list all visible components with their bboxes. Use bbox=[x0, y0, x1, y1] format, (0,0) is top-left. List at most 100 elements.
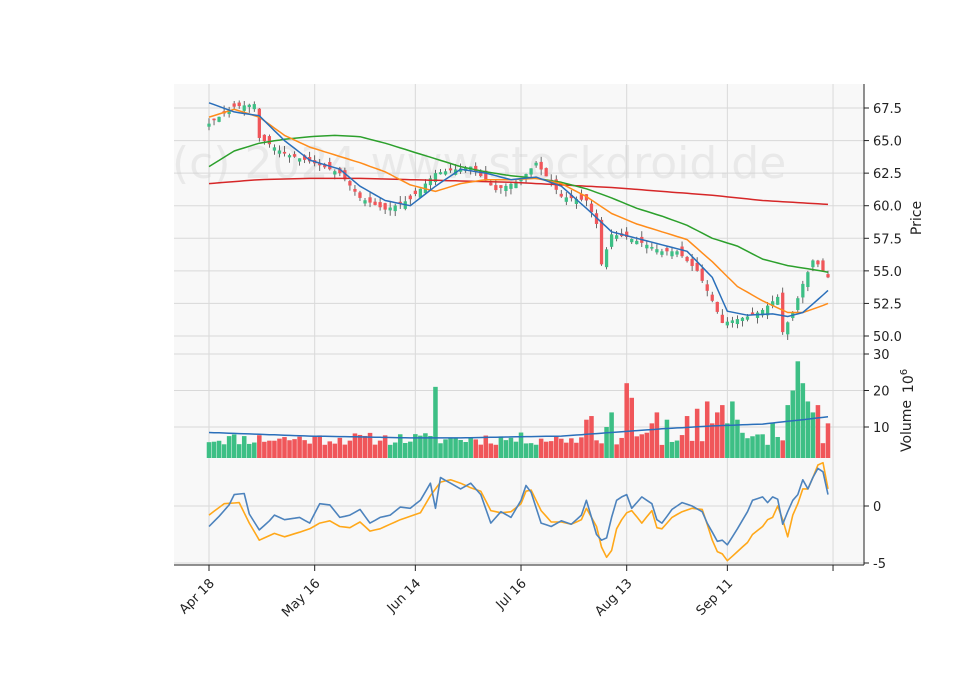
volume-bar-up bbox=[216, 440, 222, 458]
volume-bar-up bbox=[468, 437, 473, 458]
candle-up bbox=[740, 317, 745, 322]
candle-down bbox=[720, 314, 724, 323]
volume-bar-up bbox=[513, 441, 519, 458]
x-tick-label: Jul 16 bbox=[493, 576, 530, 613]
volume-bar-up bbox=[241, 436, 247, 458]
candle-down bbox=[821, 260, 825, 271]
volume-bar-down bbox=[332, 443, 338, 458]
candle-down bbox=[715, 301, 719, 312]
volume-bar-up bbox=[609, 412, 614, 458]
candle-up bbox=[464, 167, 468, 171]
price-tick-label: 50.0 bbox=[873, 330, 902, 345]
volume-axis-label: Volume bbox=[899, 400, 915, 452]
volume-bar-down bbox=[372, 444, 378, 458]
volume-bar-down bbox=[362, 435, 368, 458]
price-ma-fast-line bbox=[208, 102, 829, 318]
candle-up bbox=[393, 205, 397, 212]
candle-up bbox=[207, 123, 211, 127]
candle-up bbox=[806, 272, 810, 288]
volume-bar-down bbox=[624, 383, 629, 458]
candle-down bbox=[267, 136, 272, 145]
candle-up bbox=[443, 171, 448, 175]
candle-down bbox=[358, 192, 362, 198]
volume-bar-down bbox=[352, 433, 358, 458]
volume-bar-down bbox=[292, 439, 297, 458]
candle-down bbox=[625, 231, 629, 237]
candle-down bbox=[705, 284, 709, 291]
indicator-lines bbox=[208, 102, 829, 562]
volume-bar-up bbox=[246, 443, 252, 458]
volume-tick-label: 20 bbox=[873, 385, 890, 400]
volume-bar-down bbox=[493, 444, 499, 458]
volume-bar-down bbox=[704, 401, 710, 458]
volume-tick-label: 30 bbox=[873, 348, 890, 363]
indicator-tick-label: 0 bbox=[873, 500, 881, 515]
candle-up bbox=[604, 249, 609, 268]
candle-up bbox=[574, 198, 579, 204]
volume-bar-down bbox=[709, 423, 715, 458]
volume-bar-down bbox=[272, 440, 277, 458]
candle-down bbox=[237, 102, 241, 107]
grid-lines bbox=[174, 84, 864, 565]
candle-up bbox=[655, 249, 659, 253]
candle-down bbox=[665, 248, 669, 252]
indicator-tick-label: -5 bbox=[873, 557, 886, 572]
candle-up bbox=[418, 188, 423, 198]
volume-bar-down bbox=[684, 416, 690, 458]
candle-up bbox=[786, 322, 790, 335]
volume-bar-down bbox=[619, 437, 624, 458]
candle-down bbox=[373, 201, 377, 205]
volume-bar-down bbox=[689, 440, 695, 458]
candle-down bbox=[323, 164, 327, 168]
candle-down bbox=[448, 168, 453, 171]
candle-up bbox=[609, 234, 614, 247]
candle-up bbox=[765, 305, 770, 316]
volume-bar-up bbox=[443, 439, 448, 458]
volume-axis-multiplier: 106 bbox=[899, 369, 917, 393]
volume-bar-up bbox=[750, 436, 755, 458]
volume-bar-down bbox=[614, 444, 619, 458]
volume-bar-up bbox=[669, 441, 675, 458]
candle-down bbox=[338, 168, 342, 174]
volume-bar-up bbox=[805, 401, 811, 458]
volume-bar-up bbox=[725, 423, 730, 458]
candle-down bbox=[750, 312, 755, 316]
volume-bar-up bbox=[231, 434, 237, 458]
volume-bar-up bbox=[745, 438, 750, 458]
volume-bar-down bbox=[262, 441, 267, 458]
volume-bar-down bbox=[574, 442, 579, 458]
volume-bar-down bbox=[543, 441, 549, 458]
volume-bar-down bbox=[267, 440, 272, 458]
candle-up bbox=[650, 246, 654, 249]
volume-bar-up bbox=[428, 435, 433, 458]
volume-bar-down bbox=[342, 444, 348, 458]
candle-up bbox=[504, 185, 508, 191]
x-tick-label: Sep 11 bbox=[694, 576, 737, 619]
candle-down bbox=[816, 260, 820, 265]
candle-down bbox=[348, 181, 352, 186]
indicator-panel-bg bbox=[174, 458, 864, 565]
volume-bar-down bbox=[659, 444, 665, 458]
candle-down bbox=[700, 268, 704, 281]
volume-bar-down bbox=[564, 442, 569, 458]
candle-up bbox=[670, 251, 674, 257]
candle-up bbox=[675, 251, 679, 255]
candle-up bbox=[776, 296, 780, 305]
candle-down bbox=[474, 165, 478, 172]
candle-down bbox=[282, 151, 287, 154]
candle-down bbox=[232, 103, 236, 107]
price-axis-label: Price bbox=[909, 201, 925, 235]
volume-bar-down bbox=[780, 440, 785, 458]
price-tick-label: 67.5 bbox=[873, 102, 902, 117]
volume-ma-line bbox=[208, 416, 829, 439]
candle-down bbox=[378, 202, 382, 208]
candle-down bbox=[695, 262, 699, 271]
volume-bar-up bbox=[236, 444, 242, 458]
volume-bar-down bbox=[825, 423, 831, 458]
volume-bar-up bbox=[387, 444, 393, 458]
volume-bar-up bbox=[735, 419, 740, 458]
volume-bar-up bbox=[508, 437, 514, 458]
volume-bar-up bbox=[413, 434, 418, 458]
volume-bar-down bbox=[538, 438, 544, 458]
